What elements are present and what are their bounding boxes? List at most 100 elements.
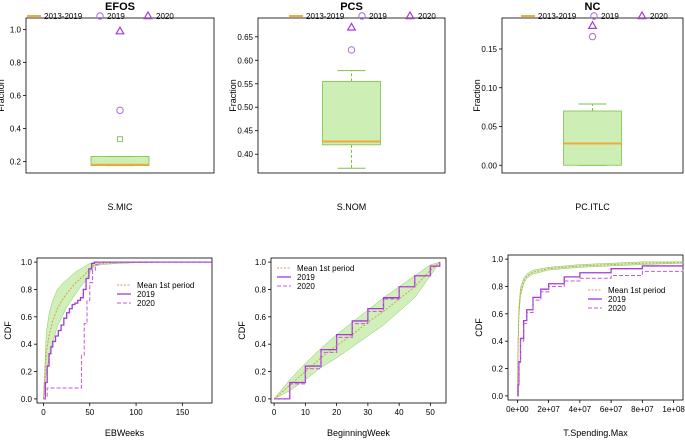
point-2020: [587, 20, 598, 29]
box-outlier: [117, 136, 123, 143]
plot-frame: [507, 254, 684, 401]
box-iqr: [563, 110, 622, 166]
series-line-mean-1st-period: [273, 261, 441, 400]
y-tick-label: 0.10: [481, 84, 497, 93]
plot-frame: [25, 17, 215, 174]
y-tick-label: 0.4: [10, 124, 22, 133]
point-2020: [346, 22, 357, 31]
x-axis-label: T.Spending.Max: [563, 428, 628, 438]
series-line-2019: [43, 261, 212, 400]
x-axis-label: BeginningWeek: [327, 428, 390, 438]
x-tick-label: 6e+07: [600, 405, 623, 414]
x-tick-label: 100: [129, 408, 143, 417]
legend-label-2019: 2019: [137, 290, 155, 299]
y-tick-label: 0.2: [21, 368, 33, 377]
point-2019: [588, 32, 597, 41]
x-axis-label: EBWeeks: [105, 428, 145, 438]
x-tick-label: 150: [176, 408, 190, 417]
y-tick-label: 0.8: [10, 59, 22, 68]
legend-marker-2019: [358, 12, 366, 20]
legend-label-2019: 2019: [608, 295, 626, 304]
series-line-2020: [274, 262, 441, 400]
x-tick-label: 2e+07: [537, 405, 560, 414]
legend-label-2020: 2020: [650, 12, 668, 21]
plot-frame: [501, 17, 684, 174]
y-tick-label: 0.2: [10, 157, 22, 166]
x-tick-label: 20: [332, 408, 341, 417]
y-tick-label: 1.0: [21, 258, 33, 267]
x-tick-label: 0: [41, 408, 46, 417]
y-tick-label: 0.0: [255, 395, 267, 404]
x-tick-label: 0: [272, 408, 277, 417]
box-iqr: [322, 81, 381, 146]
legend-label-2019: 2019: [369, 12, 387, 21]
y-tick-label: 0.6: [21, 313, 33, 322]
y-tick-label: 1.0: [10, 26, 22, 35]
series-line-2020: [517, 268, 684, 397]
x-tick-label: 8e+07: [631, 405, 654, 414]
legend-label-2020: 2020: [137, 299, 155, 308]
series-line-2020: [43, 261, 212, 400]
confidence-band: [43, 261, 212, 399]
y-axis-label: Fraction: [0, 79, 6, 112]
legend-label-2013-2019: 2013-2019: [44, 12, 83, 21]
chart-title: NC: [585, 1, 601, 13]
x-tick-label: 1e+08: [662, 405, 685, 414]
legend-label-2019: 2019: [601, 12, 619, 21]
legend-marker-2020: [405, 10, 415, 20]
legend-label-2013-2019: 2013-2019: [306, 12, 345, 21]
legend-marker-2019: [96, 12, 104, 20]
y-axis-label: CDF: [237, 321, 247, 340]
chart-title: PCS: [340, 1, 363, 13]
x-tick-label: 50: [426, 408, 435, 417]
y-axis-label: CDF: [3, 321, 13, 340]
y-axis-label: Fraction: [228, 79, 238, 112]
x-axis-label: PC.ITLC: [575, 202, 610, 212]
y-tick-label: 0.6: [255, 313, 267, 322]
x-axis-label: S.MIC: [107, 202, 133, 212]
y-tick-label: 0.2: [492, 365, 504, 374]
legend-label-mean-1st-period: Mean 1st period: [137, 281, 194, 290]
legend-label-mean-1st-period: Mean 1st period: [608, 286, 665, 295]
x-tick-label: 50: [85, 408, 94, 417]
y-axis-label: CDF: [474, 318, 484, 337]
y-tick-label: 0.8: [492, 282, 504, 291]
y-axis-label: Fraction: [472, 79, 482, 112]
x-axis-label: S.NOM: [337, 202, 367, 212]
legend-label-2019: 2019: [107, 12, 125, 21]
y-tick-label: 0.8: [255, 285, 267, 294]
y-tick-label: 0.05: [481, 123, 497, 132]
y-tick-label: 1.0: [255, 258, 267, 267]
point-2019: [116, 106, 124, 115]
y-tick-label: 0.00: [481, 161, 497, 170]
y-tick-label: 0.55: [237, 80, 253, 89]
y-tick-label: 0.0: [492, 392, 504, 401]
legend-marker-2020: [637, 10, 647, 20]
y-tick-label: 0.6: [10, 92, 22, 101]
y-tick-label: 0.40: [237, 150, 253, 159]
y-tick-label: 0.4: [492, 337, 504, 346]
legend-label-2013-2019: 2013-2019: [538, 12, 577, 21]
plot-frame: [257, 17, 446, 174]
y-tick-label: 0.6: [492, 310, 504, 319]
legend-label-2020: 2020: [418, 12, 436, 21]
y-tick-label: 0.8: [21, 285, 33, 294]
y-tick-label: 0.65: [237, 33, 253, 42]
x-tick-label: 4e+07: [569, 405, 592, 414]
point-2019: [347, 46, 356, 54]
x-tick-label: 40: [395, 408, 404, 417]
legend-label-2019: 2019: [297, 273, 315, 282]
y-tick-label: 0.15: [481, 45, 497, 54]
series-line-mean-1st-period: [516, 262, 684, 396]
y-tick-label: 1.0: [492, 255, 504, 264]
legend-marker-2019: [590, 12, 598, 20]
x-tick-label: 10: [301, 408, 310, 417]
plot-frame: [270, 257, 447, 404]
legend-label-2020: 2020: [608, 304, 626, 313]
x-tick-label: 0e+00: [506, 405, 529, 414]
y-tick-label: 0.45: [237, 127, 253, 136]
y-tick-label: 0.60: [237, 56, 253, 65]
y-tick-label: 0.2: [255, 368, 267, 377]
legend-label-2020: 2020: [297, 282, 315, 291]
